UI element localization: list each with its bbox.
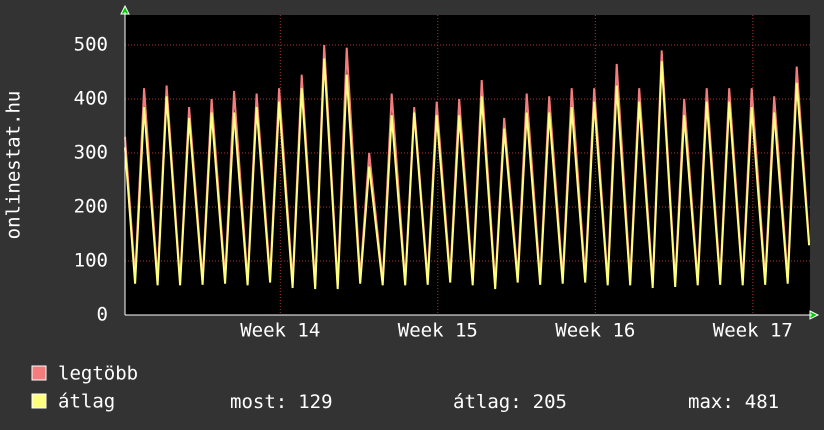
y-tick-label: 400	[74, 88, 108, 110]
stat-value: 481	[745, 391, 779, 413]
stat: max: 481	[688, 391, 779, 413]
legend-swatch	[31, 393, 47, 409]
y-axis	[120, 4, 130, 315]
x-tick-label: Week 15	[398, 320, 478, 342]
legend-label: legtöbb	[58, 363, 138, 385]
stat: átlag: 205	[453, 391, 567, 413]
stat-label: most:	[230, 391, 287, 413]
y-tick-label: 500	[74, 34, 108, 56]
y-tick-label: 200	[74, 196, 108, 218]
stat-value: 205	[533, 391, 567, 413]
y-tick-label: 100	[74, 250, 108, 272]
x-tick-label: Week 17	[713, 320, 793, 342]
plot-area	[125, 15, 810, 315]
x-axis	[125, 310, 820, 320]
y-tick-label: 300	[74, 142, 108, 164]
x-tick-label: Week 14	[240, 320, 320, 342]
stat-label: max:	[688, 391, 734, 413]
y-axis-label: onlinestat.hu	[3, 91, 25, 240]
stat-value: 129	[298, 391, 332, 413]
legend-label: átlag	[58, 391, 115, 413]
x-tick-label: Week 16	[555, 320, 635, 342]
legend-swatch	[31, 365, 47, 381]
stat: most: 129	[230, 391, 333, 413]
y-tick-label: 0	[97, 304, 108, 326]
stat-label: átlag:	[453, 391, 522, 413]
series-line	[124, 58, 811, 290]
